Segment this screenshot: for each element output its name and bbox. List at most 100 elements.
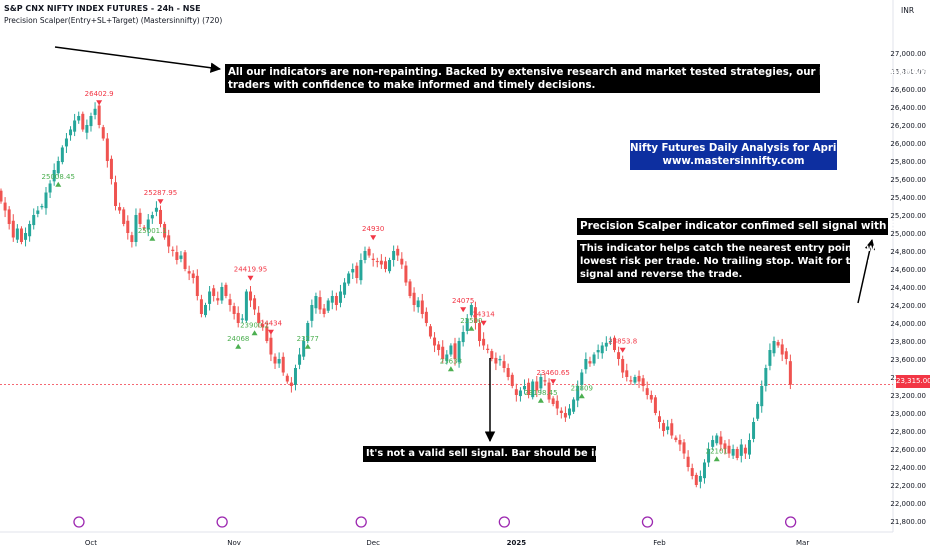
y-tick-label: 26,200.00 xyxy=(890,122,926,130)
candle-body xyxy=(142,227,146,229)
event-icon[interactable] xyxy=(355,516,367,528)
buy-signal-marker xyxy=(251,330,258,336)
candle-body xyxy=(457,341,461,363)
currency-label: INR xyxy=(901,6,915,15)
candle-body xyxy=(146,219,150,230)
sell-signal-label: 23853.8 xyxy=(608,338,637,346)
y-tick-label: 22,200.00 xyxy=(890,482,926,490)
candle-body xyxy=(518,390,522,397)
sell-signal-marker xyxy=(460,307,467,313)
candle-body xyxy=(281,356,285,373)
analysis-title-box: Nifty Futures Daily Analysis for April 2… xyxy=(630,140,872,170)
candle-body xyxy=(351,269,355,273)
invalid-signal-annotation: It's not a valid sell signal. Bar should… xyxy=(363,446,630,462)
y-tick-label: 21,800.00 xyxy=(890,518,926,526)
candle-body xyxy=(363,251,367,260)
buy-signal-label: 23500 xyxy=(460,317,482,325)
sell-signal-marker xyxy=(267,329,274,335)
candle-body xyxy=(776,342,780,346)
candle-body xyxy=(657,416,661,422)
x-tick-label: Mar xyxy=(796,539,809,547)
candle-body xyxy=(473,307,477,323)
event-icon[interactable] xyxy=(784,516,797,528)
y-tick-label: 22,400.00 xyxy=(890,464,926,472)
event-icon[interactable] xyxy=(216,516,228,528)
sell-signal-label: 23460.65 xyxy=(536,369,569,377)
candle-body xyxy=(15,228,19,240)
indicator-explanation-annotation: This indicator helps catch the nearest e… xyxy=(577,240,890,283)
candle-body xyxy=(293,368,297,385)
candle-body xyxy=(424,311,428,323)
y-tick-label: 25,000.00 xyxy=(890,230,926,238)
candle-body xyxy=(7,209,11,224)
buy-signal-label: 22809 xyxy=(571,384,593,392)
candle-body xyxy=(105,138,109,161)
candle-body xyxy=(232,306,236,314)
candle-body xyxy=(167,235,171,247)
candle-body xyxy=(318,297,322,310)
candle-body xyxy=(727,445,731,454)
candle-body xyxy=(400,258,404,265)
sell-signal-label: 23893.9 xyxy=(784,0,813,2)
sell-signal-marker xyxy=(247,275,254,281)
candle-body xyxy=(64,138,68,147)
candle-body xyxy=(694,474,698,485)
candle-body xyxy=(199,299,203,314)
candle-body xyxy=(559,410,563,413)
candle-body xyxy=(686,456,690,467)
sell-signal-label: 24419.95 xyxy=(234,266,267,274)
candle-body xyxy=(551,398,555,404)
candle-body xyxy=(527,382,531,395)
event-icon[interactable] xyxy=(498,516,510,528)
candle-body xyxy=(465,318,469,331)
candle-body xyxy=(220,287,224,301)
buy-signal-label: 23633 xyxy=(440,357,462,365)
candle-body xyxy=(588,361,592,364)
candle-body xyxy=(404,265,408,283)
candle-body xyxy=(179,255,183,259)
candle-body xyxy=(159,209,163,224)
sell-signal-label: 24075 xyxy=(452,297,474,305)
candle-body xyxy=(719,436,723,445)
candle-body xyxy=(584,359,588,370)
event-icon[interactable] xyxy=(73,516,85,528)
candle-body xyxy=(338,291,342,303)
candle-body xyxy=(441,346,445,359)
candle-body xyxy=(498,359,502,361)
y-tick-label: 26,400.00 xyxy=(890,104,926,112)
candle-body xyxy=(543,380,547,382)
candle-body xyxy=(224,284,228,296)
candle-body xyxy=(690,468,694,476)
candle-body xyxy=(375,261,379,263)
candle-body xyxy=(383,261,387,269)
candle-body xyxy=(747,440,751,455)
candle-body xyxy=(731,449,735,456)
candle-body xyxy=(269,337,273,355)
event-icon[interactable] xyxy=(641,516,654,528)
candle-body xyxy=(248,291,252,301)
buy-signal-label: 22101 xyxy=(706,447,728,455)
candle-body xyxy=(445,354,449,362)
x-tick-label: Feb xyxy=(653,539,666,547)
candle-body xyxy=(93,108,97,115)
candle-body xyxy=(653,397,657,413)
candle-body xyxy=(289,382,293,386)
candle-body xyxy=(449,345,453,355)
candle-body xyxy=(576,386,580,401)
buy-signal-label: 23277 xyxy=(297,335,319,343)
indicator-title[interactable]: Precision Scalper(Entry+SL+Target) (Mast… xyxy=(4,16,223,25)
sell-signal-marker xyxy=(370,235,377,241)
candle-body xyxy=(756,404,760,419)
candle-body xyxy=(592,354,596,364)
candle-body xyxy=(420,300,424,314)
candle-body xyxy=(539,377,543,389)
candle-body xyxy=(490,351,494,359)
candle-body xyxy=(412,292,416,305)
x-tick-label: 2025 xyxy=(507,539,527,547)
candle-body xyxy=(36,210,40,214)
candle-body xyxy=(486,348,490,350)
buy-signal-marker xyxy=(537,397,544,403)
y-tick-label: 23,800.00 xyxy=(890,338,926,346)
candle-body xyxy=(649,395,653,400)
